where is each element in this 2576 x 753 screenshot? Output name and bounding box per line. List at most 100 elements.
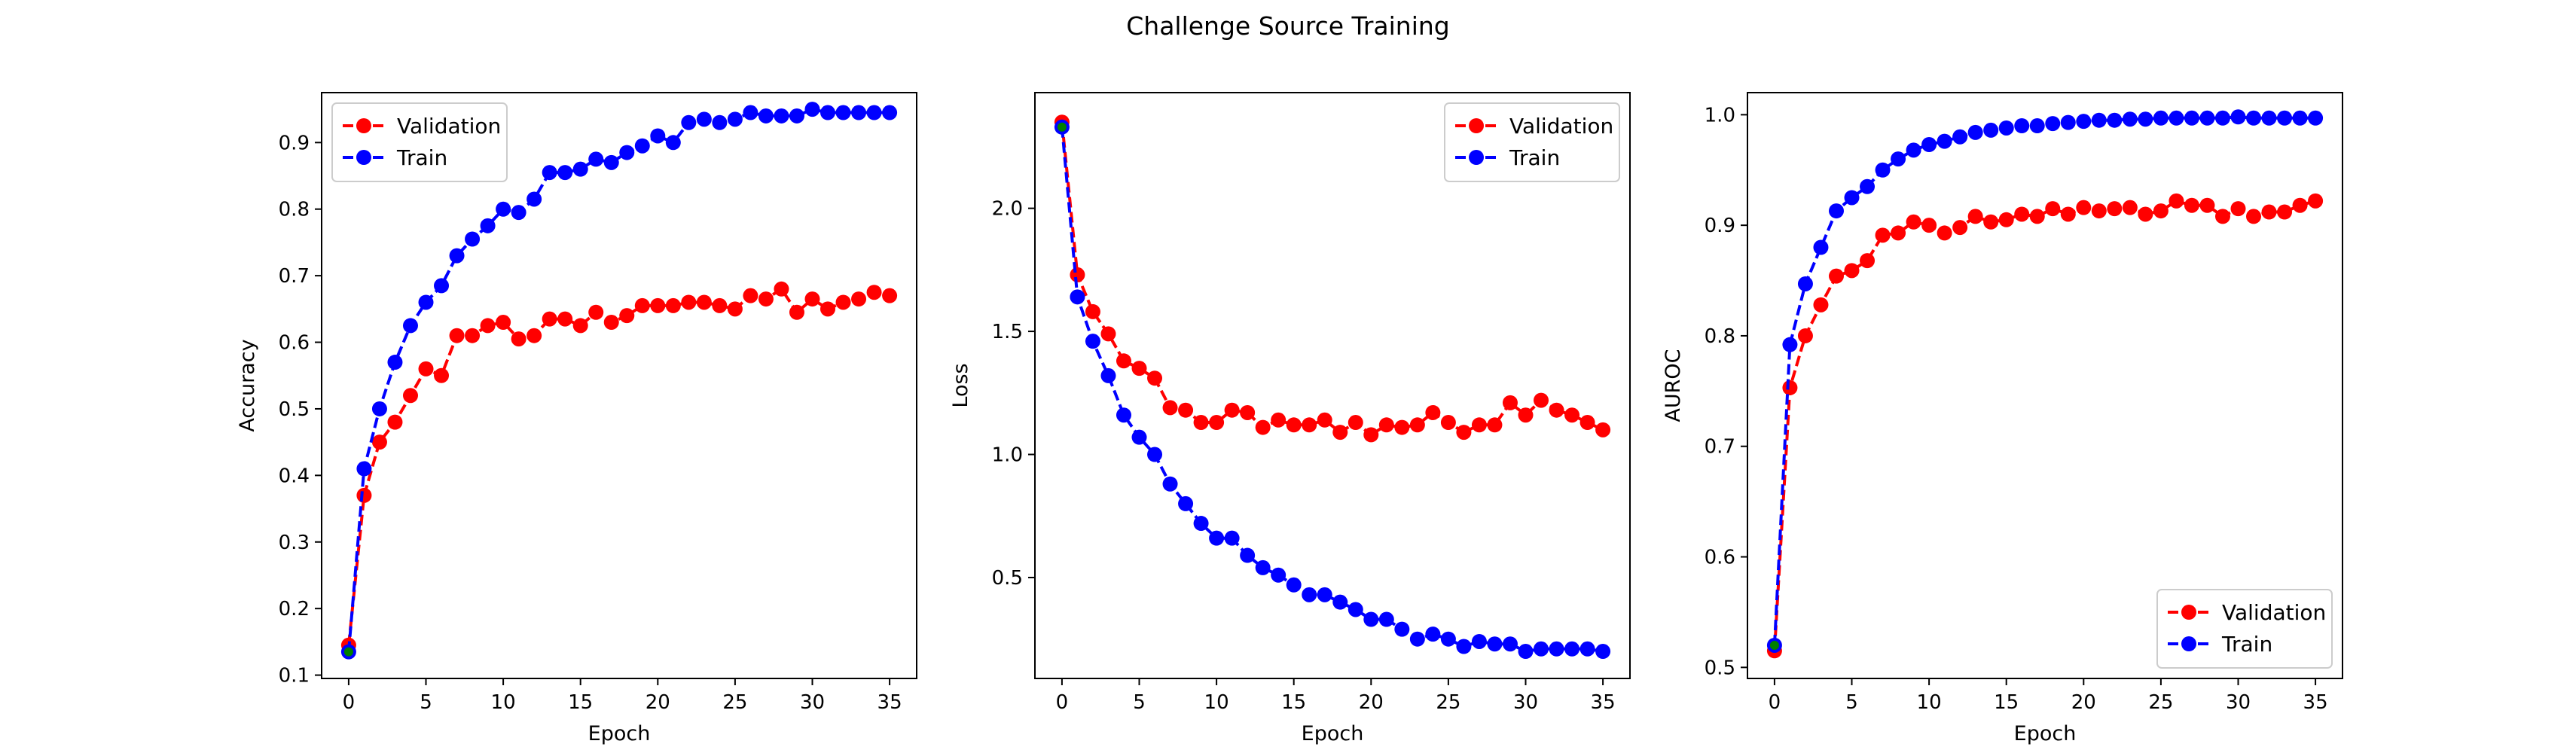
legend-label: Validation	[2222, 600, 2326, 625]
data-point	[1162, 400, 1178, 416]
data-point	[1378, 417, 1394, 433]
data-point	[1487, 417, 1503, 433]
data-point	[804, 102, 820, 117]
y-tick-label: 0.1	[279, 665, 310, 687]
x-tick-label: 5	[1845, 691, 1858, 714]
data-point	[1937, 225, 1952, 241]
data-point	[820, 301, 836, 317]
legend-label: Validation	[1509, 114, 1613, 139]
data-point	[2184, 110, 2199, 126]
data-point	[449, 328, 465, 343]
data-point	[1240, 547, 1256, 563]
data-point	[835, 105, 851, 120]
y-tick-label: 2.0	[992, 198, 1023, 221]
data-point	[1070, 289, 1085, 305]
y-tick-label: 0.8	[279, 199, 310, 221]
data-point	[1363, 427, 1379, 443]
data-point	[371, 401, 387, 416]
data-point	[1147, 370, 1163, 386]
subplot-1: 0 5 10 15 20 25 30 35 0.5 1.0 1.5 2.0 Epoch Loss Valid…	[949, 92, 1631, 745]
y-axis-label: Loss	[949, 363, 972, 407]
data-point	[356, 461, 372, 477]
legend-marker	[356, 150, 371, 165]
data-point	[1595, 644, 1611, 660]
data-point	[774, 281, 789, 297]
data-point	[2045, 201, 2061, 217]
data-point	[1564, 407, 1580, 423]
data-point	[1131, 429, 1147, 445]
y-tick-label: 0.6	[1705, 547, 1735, 569]
legend: Validation Train	[2156, 589, 2333, 669]
data-point	[526, 191, 542, 207]
data-point	[758, 108, 774, 123]
data-point	[1471, 417, 1487, 433]
figure-suptitle: Challenge Source Training	[1126, 11, 1450, 41]
data-point	[681, 294, 697, 310]
data-point	[1116, 353, 1131, 369]
series-train	[1054, 119, 1611, 660]
y-tick-label: 0.5	[992, 567, 1023, 590]
first-point-accent	[343, 647, 353, 657]
x-tick-label: 10	[1917, 691, 1942, 714]
data-point	[2060, 206, 2076, 222]
data-point	[1813, 239, 1829, 255]
data-point	[1178, 402, 1194, 418]
data-point	[1178, 495, 1194, 511]
y-tick-label: 0.3	[279, 532, 310, 554]
data-point	[1549, 402, 1564, 418]
data-point	[2153, 203, 2169, 219]
x-tick-label: 5	[420, 691, 432, 714]
data-point	[650, 297, 666, 313]
data-point	[789, 108, 804, 123]
data-point	[851, 105, 867, 120]
data-point	[1440, 631, 1456, 647]
data-point	[1860, 253, 1876, 269]
data-point	[743, 288, 758, 303]
legend-box	[2156, 589, 2333, 669]
data-point	[1782, 337, 1798, 352]
data-point	[2014, 206, 2030, 222]
data-point	[634, 138, 650, 154]
y-tick-label: 0.7	[1705, 436, 1735, 459]
data-point	[650, 128, 666, 144]
data-point	[1286, 577, 1302, 593]
data-point	[2091, 203, 2107, 219]
data-point	[1255, 419, 1271, 435]
data-point	[1983, 214, 1999, 230]
x-axis-label: Epoch	[2014, 722, 2077, 745]
data-point	[2153, 110, 2169, 126]
x-tick-label: 25	[722, 691, 747, 714]
axes-frame	[1747, 92, 2343, 679]
data-point	[449, 248, 465, 264]
data-point	[1255, 559, 1271, 575]
data-point	[2230, 109, 2246, 125]
data-point	[2277, 110, 2293, 126]
x-tick-label: 20	[1359, 691, 1384, 714]
legend-label: Train	[2221, 632, 2272, 657]
data-point	[1147, 447, 1163, 462]
y-tick-label: 1.0	[1705, 104, 1735, 127]
first-point-accent	[1057, 122, 1067, 132]
data-point	[603, 154, 619, 170]
series-validation	[340, 281, 898, 653]
data-point	[1332, 425, 1348, 441]
data-point	[1875, 162, 1891, 178]
data-point	[2138, 111, 2153, 127]
y-tick-label: 1.0	[992, 444, 1023, 467]
data-point	[465, 231, 481, 247]
data-point	[496, 201, 511, 217]
data-point	[1378, 611, 1394, 627]
data-point	[1564, 641, 1580, 657]
data-point	[665, 297, 681, 313]
data-point	[526, 328, 542, 343]
y-tick-label: 0.5	[279, 398, 310, 421]
data-point	[1797, 276, 1813, 291]
data-point	[681, 114, 697, 130]
y-tick-label: 0.4	[279, 465, 310, 487]
data-point	[1162, 476, 1178, 492]
data-point	[588, 151, 604, 167]
data-point	[1394, 419, 1410, 435]
series-validation	[1054, 114, 1611, 443]
data-point	[434, 278, 450, 294]
